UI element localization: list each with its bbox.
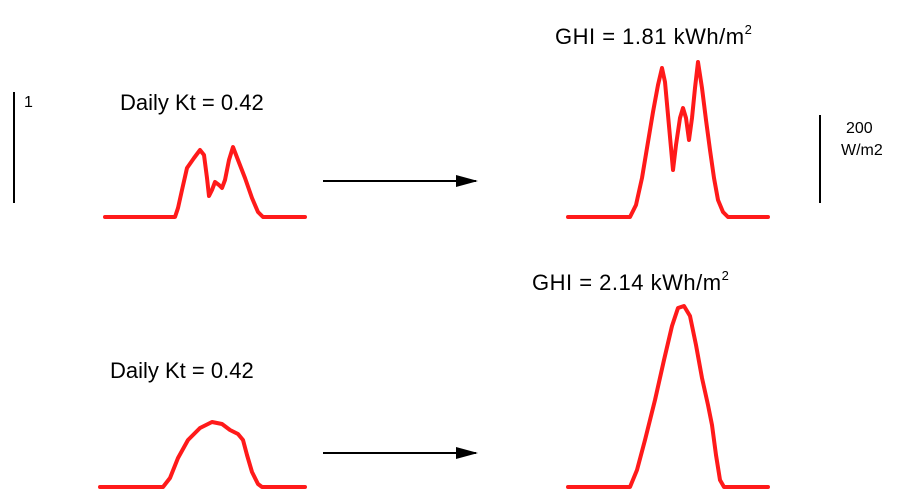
row2-ghi-text: GHI = 2.14 kWh/m <box>532 270 722 295</box>
left-scale-label: 1 <box>24 94 33 111</box>
row2-daily-kt-label: Daily Kt = 0.42 <box>110 358 254 383</box>
right-scale-unit: W/m2 <box>841 142 883 159</box>
row1-kt-curve <box>103 145 307 219</box>
row2-ghi-curve <box>566 304 770 489</box>
row1-ghi-label: GHI = 1.81 kWh/m2 <box>555 22 752 50</box>
right-scale-value: 200 <box>846 120 873 137</box>
row1-ghi-curve <box>566 60 770 219</box>
row1-ghi-text: GHI = 1.81 kWh/m <box>555 24 745 49</box>
row2-kt-curve <box>98 420 307 489</box>
row2-ghi-label: GHI = 2.14 kWh/m2 <box>532 268 729 296</box>
row2-ghi-exponent: 2 <box>721 268 730 283</box>
row1-daily-kt-label: Daily Kt = 0.42 <box>120 90 264 115</box>
row1-ghi-exponent: 2 <box>744 22 753 37</box>
